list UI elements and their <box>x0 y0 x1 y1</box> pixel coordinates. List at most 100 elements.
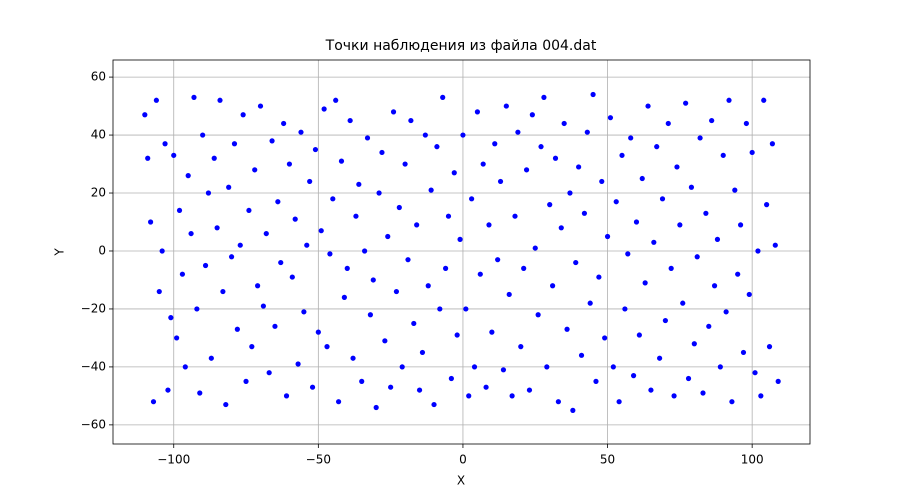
point <box>376 190 382 196</box>
point <box>315 329 321 335</box>
point <box>610 364 616 370</box>
point <box>578 352 585 358</box>
point <box>573 259 579 266</box>
point <box>414 222 420 228</box>
point <box>440 94 446 100</box>
point <box>500 367 507 373</box>
point <box>700 390 706 396</box>
point <box>668 265 674 271</box>
point <box>428 187 434 193</box>
point <box>214 225 220 231</box>
point <box>217 97 223 103</box>
point <box>654 144 660 150</box>
point <box>752 370 758 376</box>
point <box>431 401 437 408</box>
point <box>318 228 324 234</box>
y-tick-label: 60 <box>91 70 106 84</box>
point <box>495 257 501 263</box>
point <box>726 97 732 103</box>
point <box>333 97 339 103</box>
point <box>205 190 212 196</box>
point <box>257 103 264 109</box>
point <box>746 291 752 298</box>
point <box>434 144 440 150</box>
point <box>521 265 527 271</box>
point <box>599 178 605 185</box>
point <box>584 129 590 135</box>
point <box>448 375 454 382</box>
point <box>743 120 749 127</box>
point <box>749 149 755 156</box>
x-tick-label: 50 <box>600 453 615 467</box>
point <box>266 370 272 376</box>
point <box>419 349 426 356</box>
point <box>529 112 535 118</box>
point <box>596 274 602 280</box>
y-axis-label: Y <box>53 248 67 257</box>
point <box>764 202 770 208</box>
point <box>367 312 373 318</box>
point <box>451 170 457 176</box>
point <box>385 233 391 240</box>
point <box>283 393 290 399</box>
point <box>174 335 180 341</box>
point <box>581 210 588 216</box>
point <box>538 144 544 150</box>
y-tick-label: 0 <box>98 243 106 257</box>
point <box>324 344 330 350</box>
point <box>469 196 475 202</box>
point <box>185 173 191 179</box>
point <box>344 265 350 271</box>
point <box>312 146 319 153</box>
point <box>633 219 640 225</box>
point <box>558 225 564 231</box>
point <box>388 384 394 390</box>
point <box>191 94 197 100</box>
point <box>304 242 310 248</box>
y-tick-label: −60 <box>81 417 106 431</box>
point <box>628 135 634 141</box>
point <box>226 184 232 190</box>
point <box>405 257 411 263</box>
point <box>602 335 608 341</box>
point <box>289 274 295 280</box>
x-axis-label: X <box>457 474 465 488</box>
point <box>159 248 165 254</box>
point <box>275 199 281 205</box>
point <box>555 399 561 405</box>
point <box>607 115 614 121</box>
point <box>564 326 570 332</box>
point <box>616 399 622 405</box>
point <box>723 309 729 315</box>
point <box>532 245 538 251</box>
point <box>503 103 509 109</box>
point <box>547 202 553 208</box>
point <box>483 384 489 390</box>
point <box>645 103 651 109</box>
point <box>249 344 255 350</box>
point <box>576 164 582 170</box>
point <box>561 120 567 127</box>
point <box>382 338 388 344</box>
point <box>425 283 431 289</box>
point <box>208 355 214 361</box>
point <box>709 117 715 124</box>
point <box>237 242 243 248</box>
point <box>353 213 359 219</box>
point <box>457 236 463 242</box>
point <box>706 323 712 329</box>
point <box>593 378 599 385</box>
point <box>422 132 428 138</box>
point <box>321 106 327 112</box>
point <box>509 393 515 399</box>
point <box>330 196 336 202</box>
point <box>688 184 695 190</box>
point <box>486 222 492 228</box>
point <box>570 407 576 413</box>
point <box>147 219 154 225</box>
point <box>179 271 186 277</box>
point <box>590 91 596 98</box>
point <box>680 300 686 306</box>
point <box>683 100 689 106</box>
point <box>685 375 692 382</box>
